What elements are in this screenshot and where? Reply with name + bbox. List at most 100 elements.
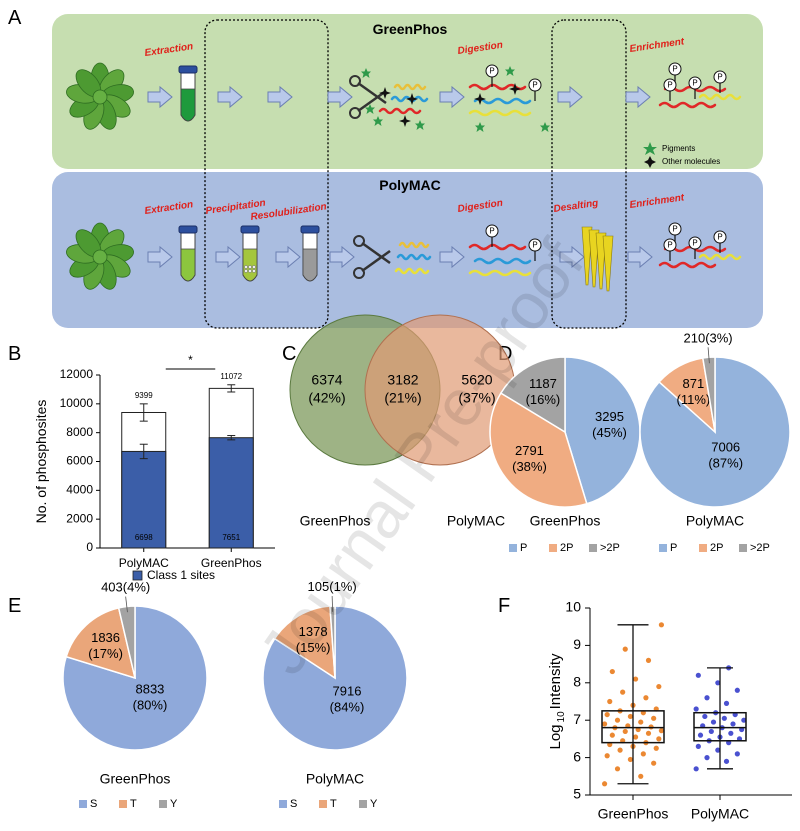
slice-value: 1378 — [299, 624, 328, 639]
phospho-label: P — [717, 233, 722, 242]
peptide — [396, 253, 432, 261]
tube-cap — [240, 225, 260, 234]
peptide — [473, 257, 532, 265]
legend-label: Class 1 sites — [147, 568, 215, 582]
slice-percent: (38%) — [512, 459, 547, 474]
slice-value: 3295 — [595, 409, 624, 424]
highlight-box — [204, 19, 329, 329]
data-point — [607, 698, 613, 705]
venn-value: 6374 — [311, 372, 342, 388]
pigment — [475, 122, 485, 132]
data-point — [710, 719, 717, 725]
legend-label: T — [330, 798, 337, 810]
peptide — [393, 83, 427, 91]
y-axis-title: Log10 Intensity — [547, 653, 567, 750]
data-point — [734, 687, 740, 693]
leader-line — [125, 596, 128, 613]
x-tick-label: PolyMAC — [119, 556, 169, 570]
slice-value: 8833 — [135, 682, 164, 697]
pigment — [361, 68, 371, 78]
pie-slice — [273, 605, 336, 680]
y-axis-title-part: Log — [547, 724, 564, 749]
slice-percent: (87%) — [708, 455, 743, 470]
data-point — [651, 760, 657, 766]
peptide — [473, 97, 532, 105]
pie-title: GreenPhos — [100, 771, 171, 787]
phospho-circle — [528, 238, 542, 252]
data-point — [702, 713, 708, 720]
legend-swatch — [509, 544, 517, 552]
slice-percent: (1%) — [329, 579, 356, 594]
slice-percent: (11%) — [677, 392, 711, 407]
data-point — [730, 721, 736, 727]
data-point — [620, 689, 626, 695]
x-tick-label: GreenPhos — [201, 556, 262, 570]
peptide — [378, 107, 422, 115]
data-point — [651, 715, 657, 721]
data-point — [601, 721, 608, 727]
data-point — [609, 732, 615, 738]
venn-value: 3182 — [387, 372, 418, 388]
legend-swatch — [739, 544, 747, 552]
highlight-box — [551, 19, 627, 329]
panel-label: C — [282, 343, 296, 365]
pie-title: PolyMAC — [686, 513, 744, 529]
data-point — [632, 676, 639, 682]
pigment — [505, 66, 515, 76]
y-tick-label: 4000 — [66, 483, 93, 497]
pie-slice — [65, 606, 137, 680]
legend-swatch — [79, 800, 87, 808]
pellet — [244, 265, 248, 269]
phospho-label: P — [692, 79, 697, 88]
handle — [353, 235, 365, 247]
row-title: GreenPhos — [373, 21, 448, 37]
other-molecule — [474, 93, 486, 105]
legend-swatch — [699, 544, 707, 552]
pie-slice — [499, 356, 566, 434]
data-point — [653, 745, 659, 751]
phospho-label: P — [717, 73, 722, 82]
phospho-circle — [713, 230, 727, 244]
venn-set-label: PolyMAC — [447, 513, 505, 529]
data-point — [604, 711, 610, 718]
tube-icon — [178, 225, 198, 282]
value-label: 7651 — [222, 533, 240, 542]
y-tick-label: 2000 — [66, 511, 93, 525]
panel-label: B — [8, 343, 21, 365]
data-point — [658, 622, 665, 628]
data-point — [601, 781, 608, 787]
y-axis-title: No. of phosphosites — [33, 400, 49, 524]
legend-label: Y — [370, 798, 378, 810]
molecule-icon — [644, 156, 656, 168]
slice-label: 210(3%) — [683, 331, 732, 346]
data-point — [622, 728, 628, 735]
tube-icon — [178, 65, 198, 122]
phospho-label: P — [672, 65, 677, 74]
legend-swatch — [359, 800, 367, 808]
process-arrow — [559, 245, 585, 269]
data-point — [627, 756, 634, 763]
peptide — [468, 269, 532, 277]
data-point — [640, 751, 646, 757]
other-molecule — [509, 83, 521, 95]
data-point — [609, 668, 615, 675]
handle — [349, 75, 361, 87]
venn-set-label: GreenPhos — [300, 513, 371, 529]
value-label: 6698 — [135, 533, 153, 542]
value-label: 9399 — [135, 391, 153, 400]
pellet — [248, 269, 252, 273]
legend-swatch — [549, 544, 557, 552]
tube-icon — [300, 225, 320, 282]
data-point — [632, 734, 639, 740]
leaf — [92, 89, 108, 105]
greenphos-band — [52, 14, 763, 169]
data-point — [715, 747, 721, 753]
bar — [208, 437, 254, 549]
pellet — [252, 269, 256, 273]
peptide — [398, 241, 430, 249]
process-arrow — [275, 245, 301, 269]
phospho-label: P — [672, 225, 677, 234]
data-point — [695, 743, 701, 749]
leader-line — [331, 596, 334, 612]
